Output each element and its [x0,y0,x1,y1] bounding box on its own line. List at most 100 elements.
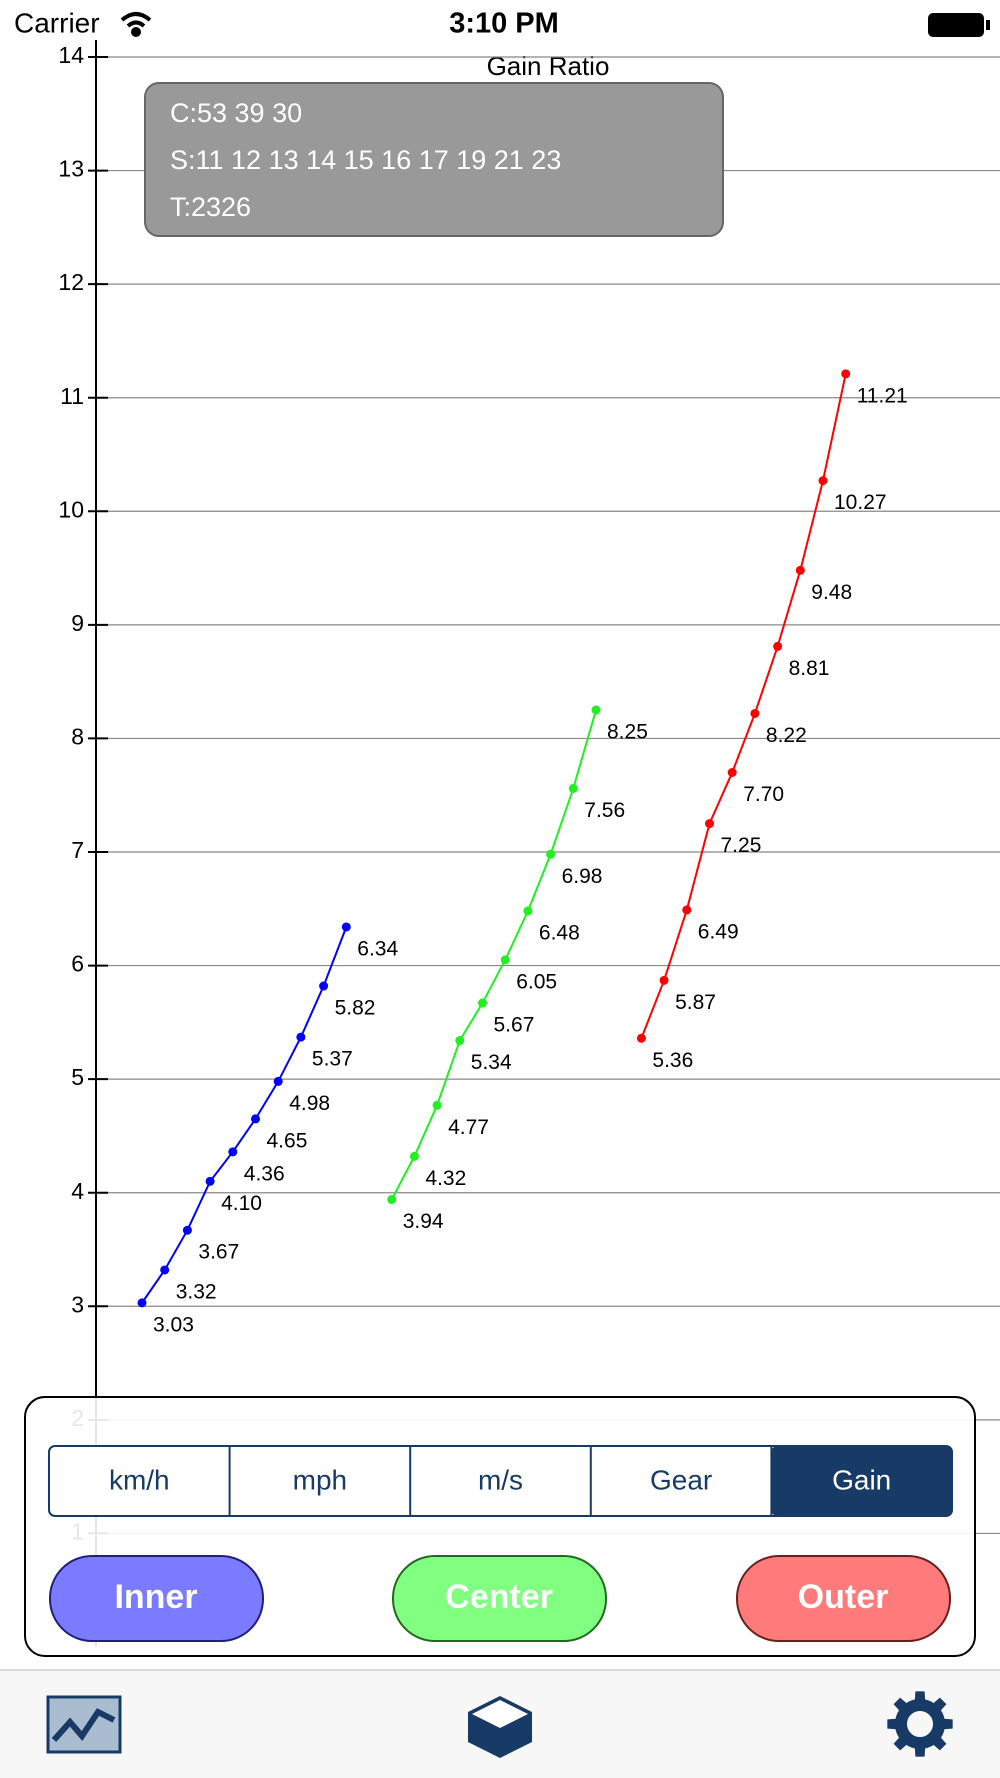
y-tick-label: 12 [58,269,84,295]
data-point [795,565,805,575]
data-point [523,906,533,916]
chainring-button[interactable]: Outer [736,1555,951,1642]
data-point [455,1036,465,1046]
icon-frame[interactable] [46,1695,122,1754]
data-point [432,1100,442,1110]
segment[interactable]: Gear [589,1446,712,1516]
data-point [818,476,828,486]
data-label: 4.10 [221,1192,262,1215]
data-label: 8.25 [607,721,648,744]
data-label: 7.70 [743,783,784,806]
segment[interactable]: km/h [109,1464,170,1495]
data-label: 5.37 [312,1048,353,1071]
button-label[interactable]: Outer [798,1578,889,1616]
data-point [205,1176,215,1186]
data-label: 8.81 [789,657,830,680]
gear-body[interactable] [895,1699,945,1749]
data-point [591,705,601,715]
y-tick-label: 9 [71,610,84,636]
data-label: 5.36 [652,1049,693,1072]
settings-tab-icon[interactable] [887,1691,953,1757]
wifi-icon [120,12,152,37]
y-tick-label: 3 [71,1291,84,1317]
segment-selected [771,1446,952,1516]
y-tick-label: 4 [71,1178,84,1204]
data-point [319,981,329,991]
data-point [705,819,714,829]
y-tick-label: 10 [58,496,84,522]
button-label[interactable]: Center [445,1578,553,1616]
data-label: 5.82 [335,997,376,1020]
segment[interactable]: Gain [770,1446,952,1516]
segment-label[interactable]: Gain [832,1464,891,1495]
chart-title: Gain Ratio [487,51,610,81]
button-label[interactable]: Inner [114,1578,197,1616]
segment[interactable]: m/s [409,1446,523,1516]
y-tick-label: 7 [71,837,84,863]
button-bg[interactable] [49,1555,264,1642]
data-label: 4.77 [448,1116,489,1139]
data-point [160,1265,170,1275]
data-point [228,1147,238,1157]
data-point [478,998,487,1008]
data-point [137,1298,147,1308]
info-text: C:53 39 30 [170,98,302,128]
data-point [659,975,669,985]
data-label: 6.05 [516,970,557,993]
series-line [141,926,348,1304]
data-label: 10.27 [834,491,887,514]
data-point [273,1076,283,1086]
segment-label[interactable]: km/h [109,1464,170,1495]
segment-label[interactable]: Gear [650,1464,712,1495]
data-point [546,849,556,859]
data-point [682,905,692,915]
data-point [636,1033,646,1043]
info-text: T:2326 [170,192,251,222]
data-label: 7.25 [721,834,762,857]
chainring-button[interactable]: Center [392,1555,607,1642]
segment-label[interactable]: m/s [478,1464,523,1495]
y-tick-label: 14 [58,42,84,68]
data-label: 6.49 [698,920,739,943]
icon-line[interactable] [51,1708,116,1742]
y-tick-label: 8 [71,724,84,750]
data-label: 6.48 [539,922,580,945]
y-tick-label: 6 [71,951,84,977]
y-tick-label: 13 [58,156,84,182]
data-point [341,922,351,932]
button-bg[interactable] [736,1555,951,1642]
data-label: 4.36 [244,1162,285,1185]
data-label: 9.48 [811,581,852,604]
segment[interactable]: mph [228,1446,348,1516]
chainring-button[interactable]: Inner [49,1555,264,1642]
data-label: 4.65 [267,1129,308,1152]
carrier: Carrier [14,7,100,38]
data-label: 3.32 [176,1280,217,1303]
data-point [387,1195,397,1205]
data-label: 11.21 [857,384,908,407]
data-point [773,641,783,651]
y-tick-label: 5 [71,1064,84,1090]
data-point [841,369,851,379]
button-bg[interactable] [392,1555,607,1642]
data-point [182,1225,192,1235]
data-label: 4.32 [425,1167,466,1190]
data-label: 3.67 [198,1241,239,1264]
data-label: 7.56 [584,799,625,822]
data-label: 5.87 [675,991,716,1014]
data-label: 5.67 [494,1014,535,1037]
data-label: 3.94 [403,1210,444,1233]
clock: 3:10 PM [449,8,559,40]
data-point [251,1114,260,1124]
icon-cube-top[interactable] [472,1700,528,1728]
gear-ratio-tab-icon[interactable] [468,1696,532,1758]
data-label: 8.22 [766,724,807,747]
segment-label[interactable]: mph [293,1464,347,1495]
info-box: C:53 39 30 S:11 12 13 14 15 16 17 19 21 2… [144,82,724,237]
series-line [390,709,597,1200]
data-point [727,768,737,777]
data-label: 6.98 [562,865,603,888]
battery-icon [928,13,990,37]
chart-tab-icon[interactable] [46,1695,122,1754]
